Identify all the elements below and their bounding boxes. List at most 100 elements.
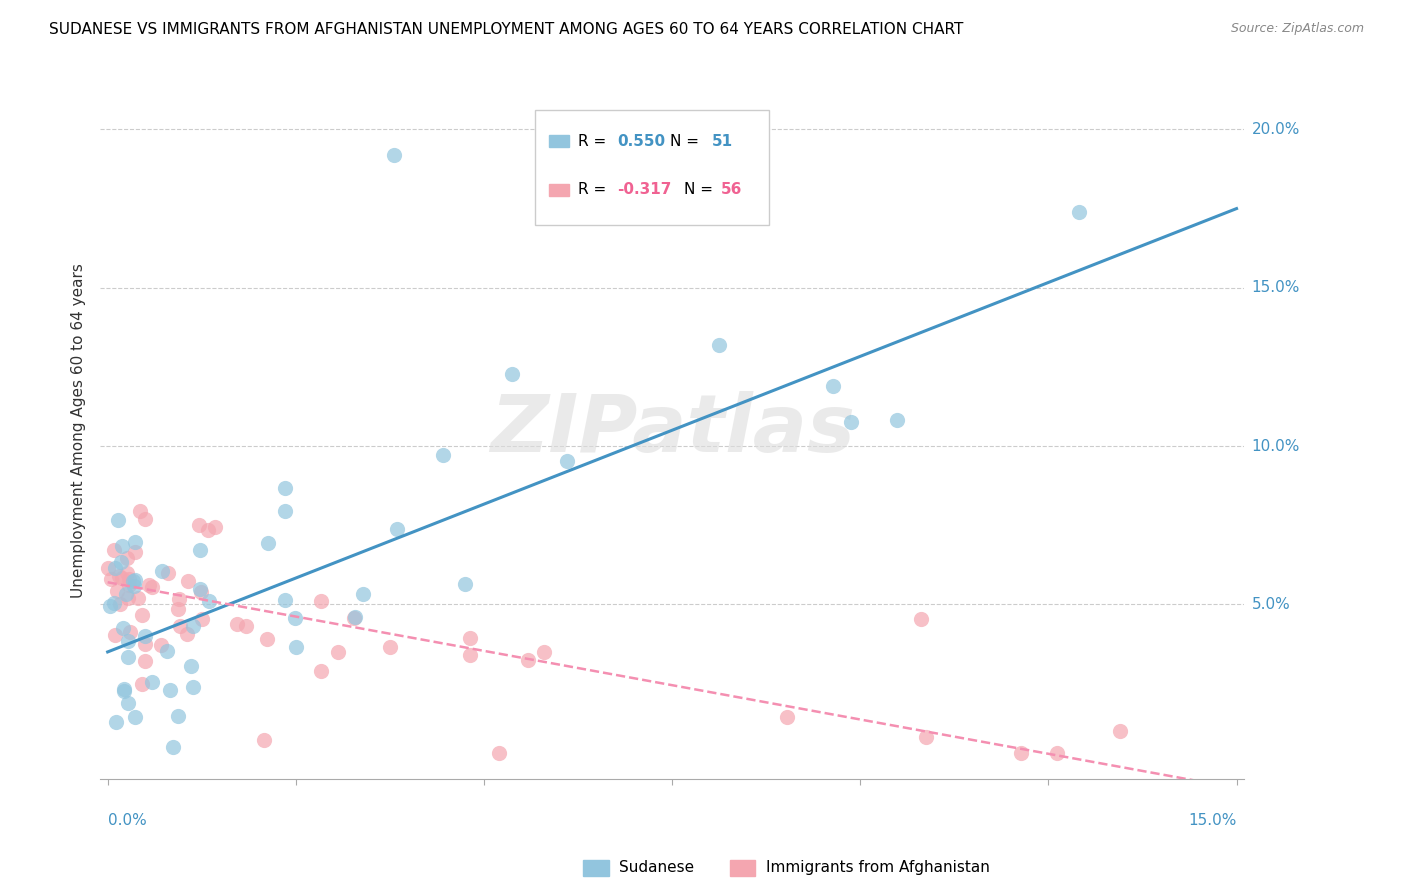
Text: 0.0%: 0.0%: [108, 814, 146, 829]
Point: [309, 664, 332, 678]
Point: [124, 535, 146, 549]
Point: [134, 638, 156, 652]
Point: [111, 539, 134, 553]
Text: SUDANESE VS IMMIGRANTS FROM AFGHANISTAN UNEMPLOYMENT AMONG AGES 60 TO 64 YEARS C: SUDANESE VS IMMIGRANTS FROM AFGHANISTAN …: [49, 22, 963, 37]
Point: [105, 584, 128, 599]
Text: N =: N =: [683, 182, 717, 197]
Point: [274, 503, 297, 517]
Point: [1109, 724, 1132, 739]
Point: [149, 638, 172, 652]
Point: [100, 572, 122, 586]
Point: [134, 629, 156, 643]
Point: [117, 566, 139, 580]
Point: [385, 522, 408, 536]
Point: [181, 680, 204, 694]
Point: [1067, 204, 1090, 219]
Point: [111, 571, 134, 585]
Point: [176, 627, 198, 641]
Point: [177, 574, 200, 589]
Point: [709, 337, 731, 351]
Point: [191, 612, 214, 626]
Text: ZIPatlas: ZIPatlas: [489, 392, 855, 469]
Point: [309, 594, 332, 608]
Point: [273, 481, 295, 495]
Point: [115, 550, 138, 565]
Point: [141, 580, 163, 594]
Point: [910, 612, 932, 626]
Point: [134, 654, 156, 668]
Point: [112, 682, 135, 697]
Point: [141, 675, 163, 690]
Point: [169, 619, 191, 633]
Point: [256, 536, 278, 550]
Point: [117, 634, 139, 648]
Point: [188, 582, 211, 596]
Point: [131, 608, 153, 623]
Point: [914, 730, 936, 744]
Point: [501, 367, 523, 381]
Point: [105, 715, 128, 730]
Point: [458, 648, 481, 662]
Point: [107, 513, 129, 527]
Point: [129, 504, 152, 518]
Text: N =: N =: [669, 134, 703, 149]
Point: [124, 544, 146, 558]
Text: 20.0%: 20.0%: [1251, 122, 1301, 136]
Point: [253, 733, 276, 747]
Point: [111, 621, 134, 635]
Point: [181, 618, 204, 632]
FancyBboxPatch shape: [534, 110, 769, 225]
Point: [380, 640, 402, 655]
Point: [180, 659, 202, 673]
Point: [198, 593, 221, 607]
Point: [131, 676, 153, 690]
Point: [197, 523, 219, 537]
Point: [285, 640, 308, 654]
Point: [555, 454, 578, 468]
Point: [343, 609, 366, 624]
Point: [103, 542, 125, 557]
Point: [190, 585, 212, 599]
Point: [124, 573, 146, 587]
Text: 56: 56: [721, 182, 742, 197]
Point: [1046, 746, 1069, 760]
Point: [120, 624, 142, 639]
Text: 15.0%: 15.0%: [1251, 280, 1301, 295]
Text: -0.317: -0.317: [617, 182, 672, 197]
Point: [134, 512, 156, 526]
Point: [117, 696, 139, 710]
Point: [1010, 746, 1032, 760]
Point: [274, 593, 297, 607]
Point: [138, 578, 160, 592]
Point: [167, 709, 190, 723]
Point: [204, 520, 226, 534]
Point: [256, 632, 278, 646]
Point: [432, 448, 454, 462]
Text: Source: ZipAtlas.com: Source: ZipAtlas.com: [1230, 22, 1364, 36]
Point: [166, 602, 188, 616]
Point: [103, 561, 125, 575]
Text: R =: R =: [578, 182, 612, 197]
Text: Sudanese: Sudanese: [619, 860, 693, 874]
Point: [122, 579, 145, 593]
Point: [107, 568, 129, 582]
Point: [117, 591, 139, 606]
Point: [823, 379, 845, 393]
Point: [454, 577, 477, 591]
Point: [110, 555, 132, 569]
Point: [226, 616, 249, 631]
Point: [156, 566, 179, 580]
Text: Immigrants from Afghanistan: Immigrants from Afghanistan: [766, 860, 990, 874]
Point: [117, 650, 139, 665]
Point: [112, 684, 135, 698]
Point: [118, 578, 141, 592]
Text: 5.0%: 5.0%: [1251, 597, 1291, 612]
Point: [104, 628, 127, 642]
Point: [159, 683, 181, 698]
Point: [533, 645, 555, 659]
Point: [118, 572, 141, 586]
Point: [326, 645, 349, 659]
Text: 0.550: 0.550: [617, 134, 665, 149]
Point: [114, 587, 136, 601]
Bar: [548, 184, 569, 196]
